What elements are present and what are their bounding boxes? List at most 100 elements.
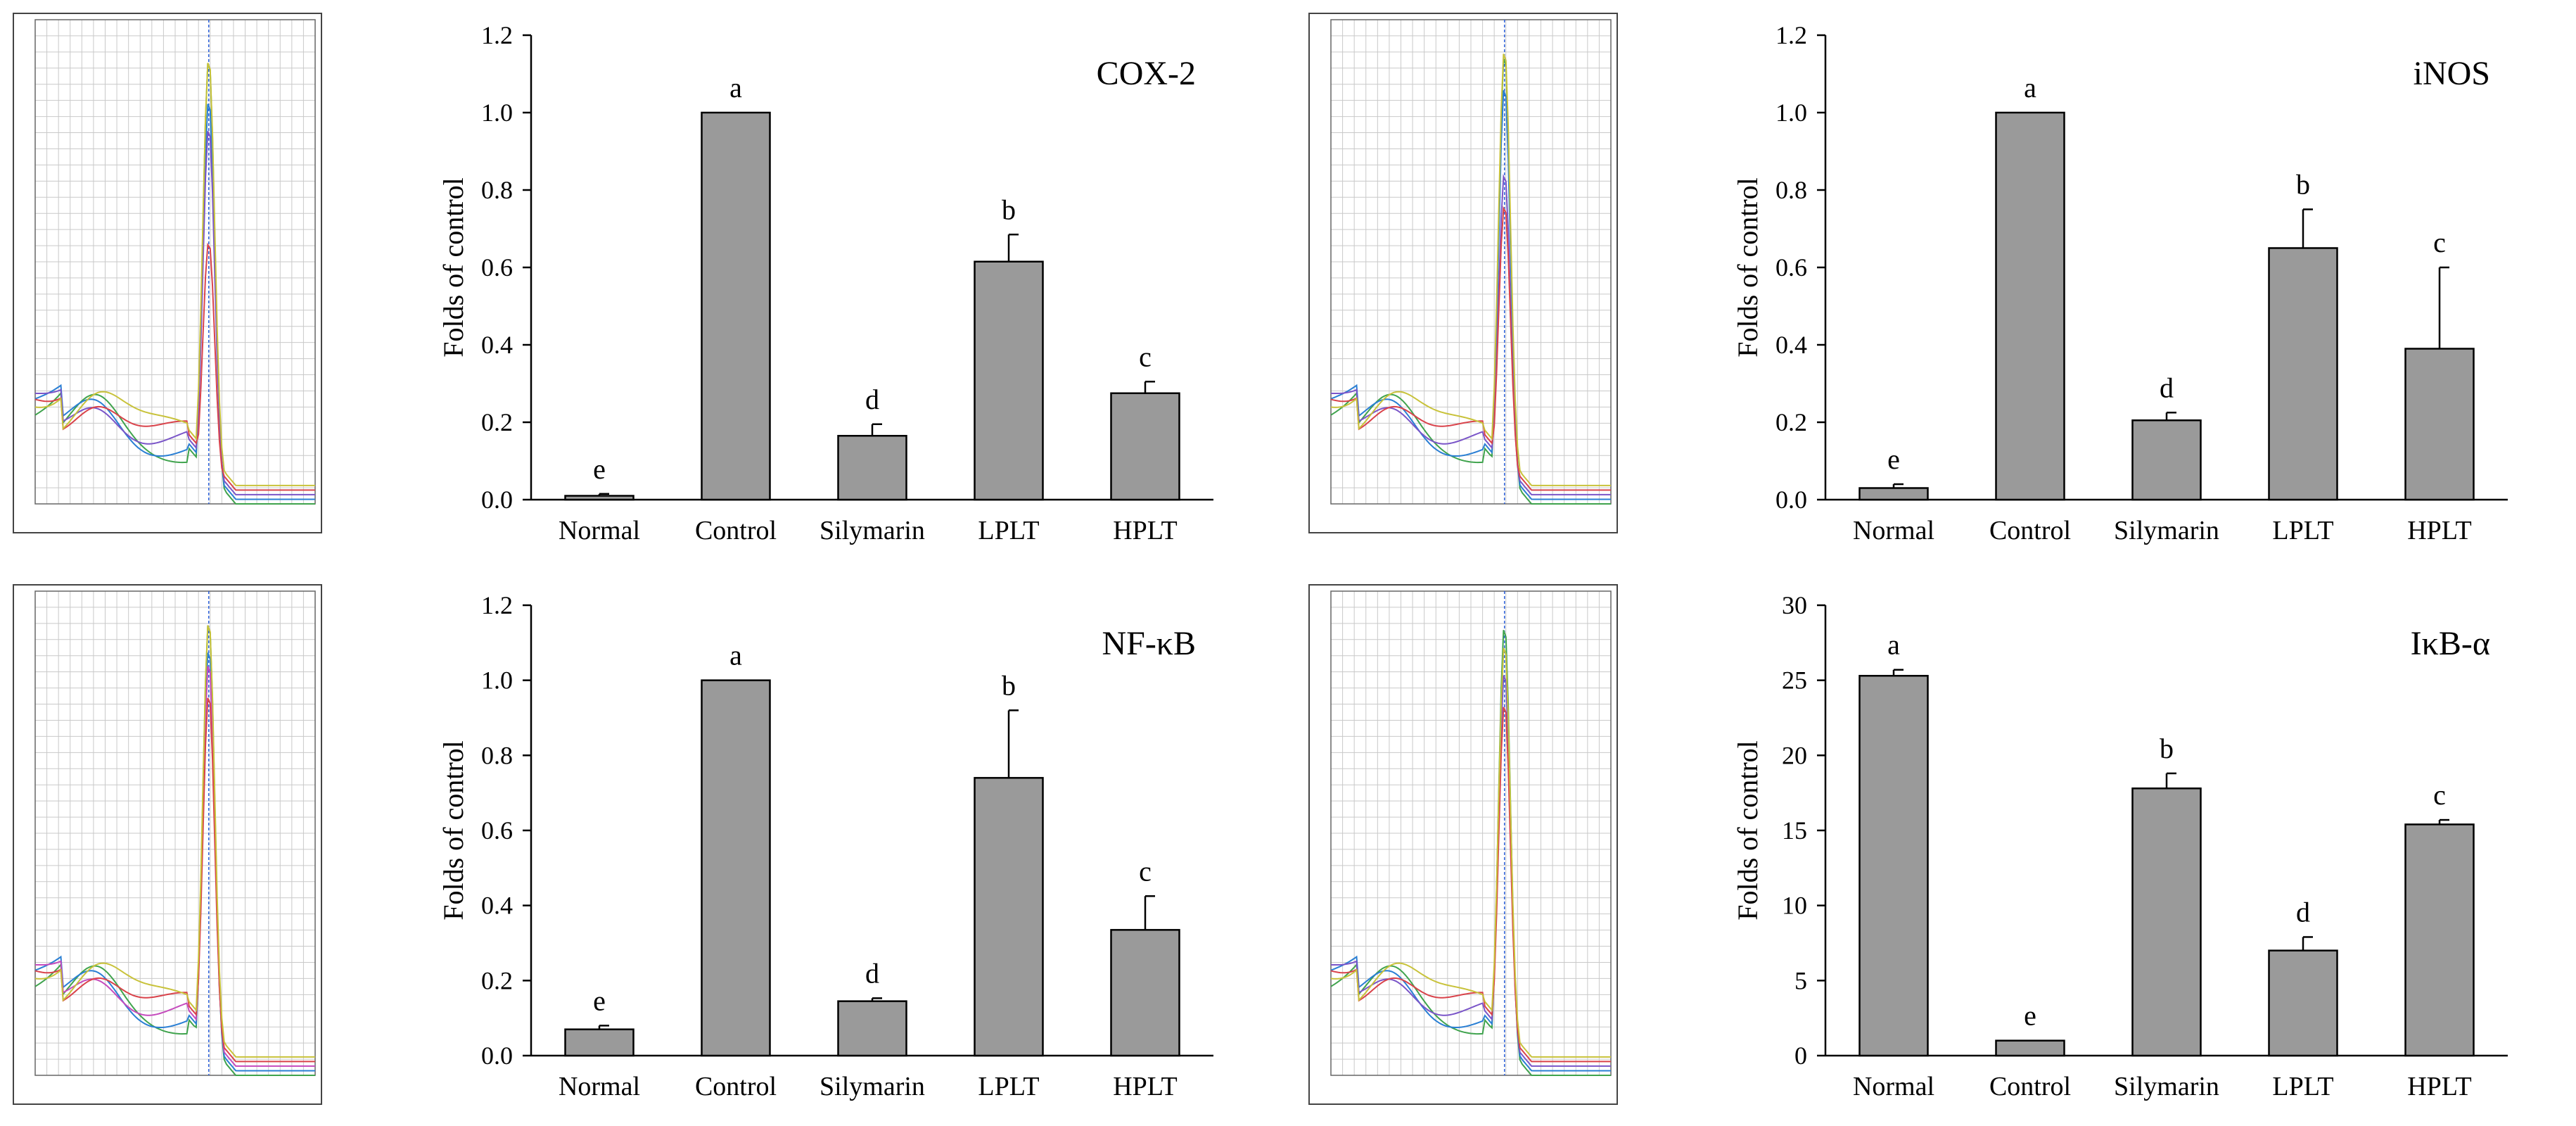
- melt-curve-line: [1330, 629, 1611, 1076]
- bar-hplt: [2404, 348, 2475, 501]
- melt-curve-line: [34, 242, 315, 491]
- y-tick-label: 0.0: [1775, 486, 1807, 514]
- melt-curve-line: [1330, 647, 1611, 1058]
- significance-label: a: [729, 72, 742, 103]
- melt-curve-line: [34, 131, 315, 495]
- y-tick-label: 10: [1782, 892, 1807, 920]
- chart-title: COX-2: [1097, 55, 1196, 92]
- category-label: Silymarin: [2114, 516, 2219, 545]
- bar-control: [1995, 111, 2065, 501]
- bar-hplt: [1110, 392, 1180, 501]
- melt-curve-line: [34, 652, 315, 1072]
- y-tick-label: 0.6: [481, 816, 513, 844]
- y-tick-label: 1.0: [481, 666, 513, 695]
- melt-curve-line: [1330, 90, 1611, 500]
- y-axis-label: Folds of control: [438, 177, 469, 358]
- significance-label: d: [865, 957, 879, 989]
- bar-control: [701, 679, 771, 1057]
- y-tick-label: 1.2: [481, 21, 513, 49]
- bar-lplt: [2268, 949, 2338, 1057]
- melt-curve-ikba: [1308, 584, 1618, 1105]
- melt-curve-line: [1330, 58, 1611, 505]
- bar-control: [701, 111, 771, 501]
- bar-chart-cox2: 0.0 0.2 0.4 0.6 0.8 1.0 1.2 Folds of control COX…: [438, 21, 1213, 545]
- bar-hplt: [1110, 929, 1180, 1057]
- melt-curve-line: [34, 697, 315, 1063]
- category-label: HPLT: [2407, 1072, 2472, 1101]
- melt-curve-line: [34, 666, 315, 1067]
- y-tick-label: 0.8: [1775, 176, 1807, 204]
- category-label: LPLT: [978, 1072, 1039, 1101]
- y-tick-label: 0.6: [1775, 253, 1807, 282]
- y-tick-label: 1.2: [1775, 21, 1807, 49]
- significance-label: d: [2296, 896, 2310, 928]
- category-label: Silymarin: [2114, 1072, 2219, 1101]
- y-tick-label: 0.4: [481, 892, 513, 920]
- significance-label: a: [2024, 72, 2036, 103]
- melt-curve-line: [1330, 707, 1611, 1063]
- significance-label: a: [729, 640, 742, 671]
- bar-chart-nfkb: 0.0 0.2 0.4 0.6 0.8 1.0 1.2 Folds of control NF-…: [438, 591, 1213, 1101]
- y-tick-label: 0: [1794, 1042, 1807, 1070]
- category-label: HPLT: [1113, 1072, 1178, 1101]
- melt-curve-inos: [1308, 13, 1618, 533]
- category-label: Control: [695, 516, 777, 545]
- melt-curve-line: [34, 103, 315, 500]
- y-tick-label: 0.0: [481, 1042, 513, 1070]
- y-tick-label: 0.2: [1775, 408, 1807, 436]
- plot-frame: [1330, 590, 1612, 1076]
- melt-curve-line: [34, 625, 315, 1076]
- y-tick-label: 0.4: [1775, 331, 1807, 359]
- y-tick-label: 20: [1782, 741, 1807, 769]
- chart-title: IκB-α: [2411, 625, 2490, 662]
- significance-label: e: [593, 985, 606, 1016]
- y-tick-label: 5: [1794, 966, 1807, 994]
- y-tick-label: 1.0: [481, 99, 513, 127]
- y-axis-label: Folds of control: [438, 740, 469, 921]
- significance-label: b: [2296, 169, 2310, 201]
- significance-label: d: [865, 384, 879, 415]
- category-label: Normal: [1853, 516, 1934, 545]
- significance-label: e: [593, 453, 606, 485]
- chart-title: iNOS: [2414, 55, 2490, 92]
- bar-chart-inos: 0.0 0.2 0.4 0.6 0.8 1.0 1.2 Folds of control iNO…: [1732, 21, 2508, 545]
- bar-chart-ikba: 0 5 10 15 20 25 30 Folds of control IκB-α a Normal…: [1732, 591, 2508, 1101]
- plot-frame: [34, 590, 316, 1076]
- bar-lplt: [2268, 247, 2338, 501]
- bar-silymarin: [2131, 419, 2202, 501]
- category-label: LPLT: [2272, 516, 2333, 545]
- category-label: Silymarin: [820, 1072, 925, 1101]
- category-label: Silymarin: [820, 516, 925, 545]
- significance-label: b: [1002, 669, 1016, 701]
- y-tick-label: 1.0: [1775, 99, 1807, 127]
- y-tick-label: 0.4: [481, 331, 513, 359]
- melt-curve-line: [1330, 174, 1611, 495]
- bar-normal: [1858, 675, 1929, 1057]
- significance-label: c: [2433, 779, 2446, 811]
- bar-hplt: [2404, 823, 2475, 1057]
- category-label: HPLT: [1113, 516, 1178, 545]
- y-tick-label: 1.2: [481, 591, 513, 619]
- y-tick-label: 0.8: [481, 741, 513, 769]
- significance-label: e: [1887, 443, 1900, 475]
- y-axis-label: Folds of control: [1732, 740, 1764, 921]
- bar-silymarin: [2131, 787, 2202, 1057]
- bar-normal: [564, 1028, 635, 1057]
- y-tick-label: 0.8: [481, 176, 513, 204]
- bar-lplt: [974, 260, 1044, 501]
- melt-curve-line: [34, 63, 315, 505]
- category-label: Control: [695, 1072, 777, 1101]
- significance-label: a: [1887, 629, 1900, 661]
- bar-normal: [1858, 487, 1929, 501]
- y-axis-label: Folds of control: [1732, 177, 1764, 358]
- significance-label: e: [2024, 1000, 2036, 1032]
- significance-label: c: [1139, 341, 1152, 372]
- category-label: Control: [1989, 1072, 2071, 1101]
- significance-label: b: [2160, 733, 2174, 764]
- y-tick-label: 0.0: [481, 486, 513, 514]
- plot-frame: [1330, 19, 1612, 505]
- bar-silymarin: [837, 435, 907, 501]
- melt-curve-line: [1330, 205, 1611, 491]
- category-label: LPLT: [978, 516, 1039, 545]
- y-tick-label: 25: [1782, 666, 1807, 695]
